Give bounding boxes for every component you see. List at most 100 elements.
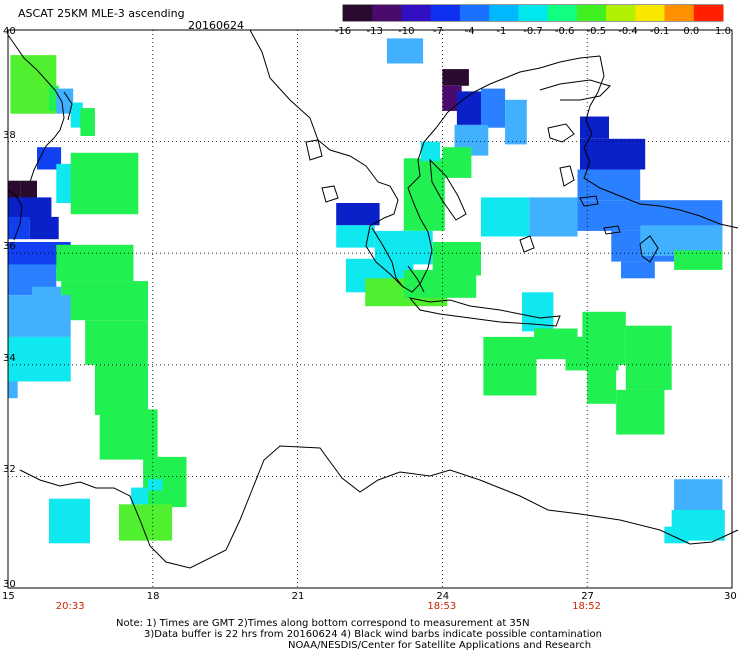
marmara [539,79,611,101]
lon-tick-label: 27 [581,591,594,602]
wind-cell [8,197,52,220]
wind-cell [403,269,477,298]
coastlines [7,29,739,569]
crete [408,297,561,327]
lat-tick-label: 30 [3,579,16,590]
colorbar-tick-label: 1.0 [715,26,731,37]
wind-cell [49,85,59,111]
colorbar-segment [489,5,519,21]
wind-cell [131,487,148,505]
rhodes [639,235,659,263]
colorbar-segment [401,5,432,21]
wind-cell [456,91,481,125]
colorbar-tick-label: -0.5 [586,26,607,37]
pass-time-label: 18:52 [572,601,602,612]
colorbar-tick-label: -16 [334,26,352,37]
colorbar-segment [693,5,724,21]
wind-cell [529,197,578,237]
north-africa-coast [19,445,739,569]
colorbar-segment [343,5,373,21]
wind-cell [336,225,375,248]
wind-cell [8,381,18,399]
samos [579,195,599,207]
peloponnese [371,227,425,293]
evia [429,158,467,221]
wind-cell [29,216,59,240]
italy-coast [7,34,65,241]
wind-cell [674,250,723,270]
italy-heel [63,91,73,121]
wind-data-cells [8,38,725,544]
wind-cell [481,197,530,237]
wind-cell [56,244,134,282]
lat-tick-label: 38 [3,129,16,141]
lon-tick-label: 30 [724,591,737,602]
wind-cell [85,320,148,365]
wind-cell [616,389,665,435]
product-date: 20160624 [188,19,244,32]
lat-tick-label: 32 [3,464,16,476]
lat-tick-label: 34 [3,352,16,364]
lon-tick-label: 18 [146,591,160,602]
wind-cell [481,88,506,128]
colorbar-tick-label: 0.0 [683,26,700,37]
lat-tick-label: 36 [3,241,16,253]
ionian-islands [305,139,339,203]
colorbar-tick-label: -7 [433,26,443,37]
note-line-1: Note: 1) Times are GMT 2)Times along bot… [116,618,530,629]
colorbar-tick-label: -0.4 [618,26,638,37]
chios [559,165,575,187]
colorbar-tick-label: -4 [464,26,475,37]
kos [603,225,621,235]
wind-cell [505,99,527,145]
note-line-3: NOAA/NESDIS/Center for Satellite Applica… [288,640,592,651]
colorbar-segment [664,5,695,21]
wind-cell [621,261,655,279]
colorbar-tick-label: -13 [366,26,383,37]
map-frame [7,29,733,589]
lat-lon-grid [8,30,732,588]
wind-cell [587,353,617,404]
naxos [519,235,535,253]
wind-cell [49,498,90,544]
colorbar-tick-label: -1 [496,26,507,37]
colorbar-tick-label: -0.7 [523,26,543,37]
colorbar-segment [372,5,402,21]
wind-cell [10,55,57,114]
colorbar-segment [459,5,490,21]
colorbar-tick-label: -10 [398,26,415,37]
lat-tick-label: 40 [3,26,16,37]
wind-cell [577,169,641,201]
product-title: ASCAT 25KM MLE-3 ascending [18,7,185,20]
wind-cell [20,180,37,201]
lon-tick-label: 15 [2,591,15,602]
turkey-west [583,55,739,229]
lon-tick-label: 24 [436,591,450,602]
colorbar-segment [576,5,607,21]
wind-cell [56,88,74,114]
colorbar-segment [635,5,665,21]
wind-cell [99,409,158,460]
wind-cell [580,116,609,139]
lesbos [547,123,575,143]
wind-cell [580,138,646,170]
colorbar-tick-label: -0.6 [554,26,575,37]
lon-tick-label: 21 [291,591,305,602]
wind-cell [61,281,148,321]
wind-cell [336,203,380,226]
pass-time-label: 20:33 [55,601,85,612]
wind-cell [420,141,440,162]
colorbar-segment [606,5,636,21]
wind-cell [70,102,83,128]
colorbar-segment [518,5,549,21]
wind-cell [94,364,148,415]
colorbar-segment [430,5,461,21]
wind-cell [8,180,21,201]
wind-cell [664,526,689,544]
wind-cell [8,295,71,337]
wind-cell [483,336,537,396]
wind-cell [442,69,469,86]
note-line-2: 3)Data buffer is 22 hrs from 20160624 4)… [144,629,602,640]
wind-cell [625,325,672,390]
